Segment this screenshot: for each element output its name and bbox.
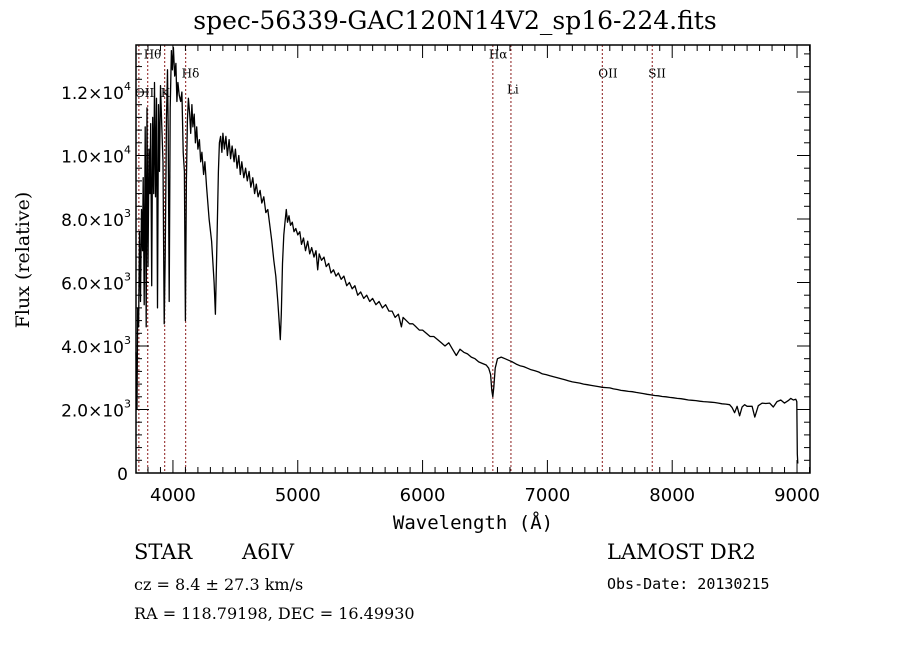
y-tick-label: 1.2×10 (61, 84, 124, 104)
chart-title: spec-56339-GAC120N14V2_sp16-224.fits (193, 6, 717, 35)
y-tick-exponent: 4 (124, 80, 131, 93)
y-tick-label: 4.0×10 (61, 338, 124, 358)
x-ticks: 4000 5000 6000 7000 8000 9000 (147, 45, 820, 506)
x-axis-label: Wavelength (Å) (393, 511, 553, 534)
y-tick-exponent: 3 (124, 270, 131, 283)
y-tick-label: 0 (117, 465, 128, 485)
object-class: STAR (134, 540, 193, 564)
redshift-info: cz = 8.4 ± 27.3 km/s (134, 575, 304, 594)
x-tick-label: 4000 (150, 485, 196, 506)
line-label-Li: Li (507, 83, 519, 97)
x-tick-label: 7000 (524, 485, 570, 506)
coordinates-info: RA = 118.79198, DEC = 16.49930 (134, 604, 415, 623)
series-spectrum (135, 46, 799, 464)
line-label-SII: SII (648, 67, 666, 81)
x-tick-label: 6000 (400, 485, 446, 506)
plot-frame (135, 44, 811, 474)
x-tick-label: 5000 (275, 485, 321, 506)
y-tick-exponent: 4 (124, 143, 131, 156)
y-tick-label: 8.0×10 (61, 211, 124, 231)
line-label-OII-7325: OII (598, 67, 618, 81)
survey-name: LAMOST DR2 (607, 540, 756, 564)
x-tick-label: 8000 (649, 485, 695, 506)
spectrum-series (135, 46, 799, 464)
object-subclass: A6IV (242, 540, 294, 564)
line-label-K: K (161, 86, 171, 100)
line-labels: OII Hθ K Hδ Hα Li OII SII (135, 48, 666, 100)
y-tick-label: 2.0×10 (61, 401, 124, 421)
y-tick-exponent: 3 (124, 397, 131, 410)
y-tick-label: 1.0×10 (61, 147, 124, 167)
axes (135, 44, 811, 474)
x-tick-label: 9000 (774, 485, 820, 506)
spectrum-chart: 4000 5000 6000 7000 8000 9000 02.0×10 34.0×10 3… (12, 44, 820, 534)
y-tick-label: 6.0×10 (61, 274, 124, 294)
line-label-OII: OII (135, 86, 155, 100)
line-label-Hdelta: Hδ (182, 67, 200, 81)
line-label-Halpha: Hα (489, 48, 508, 62)
y-axis-label: Flux (relative) (12, 192, 34, 329)
line-label-Htheta: Hθ (144, 48, 162, 62)
observation-date: Obs-Date: 20130215 (607, 575, 770, 593)
y-tick-exponent: 3 (124, 207, 131, 220)
y-ticks: 02.0×10 34.0×10 36.0×10 38.0×10 31.0×10 41.2×… (61, 53, 810, 485)
y-tick-exponent: 3 (124, 334, 131, 347)
line-markers (138, 45, 653, 473)
